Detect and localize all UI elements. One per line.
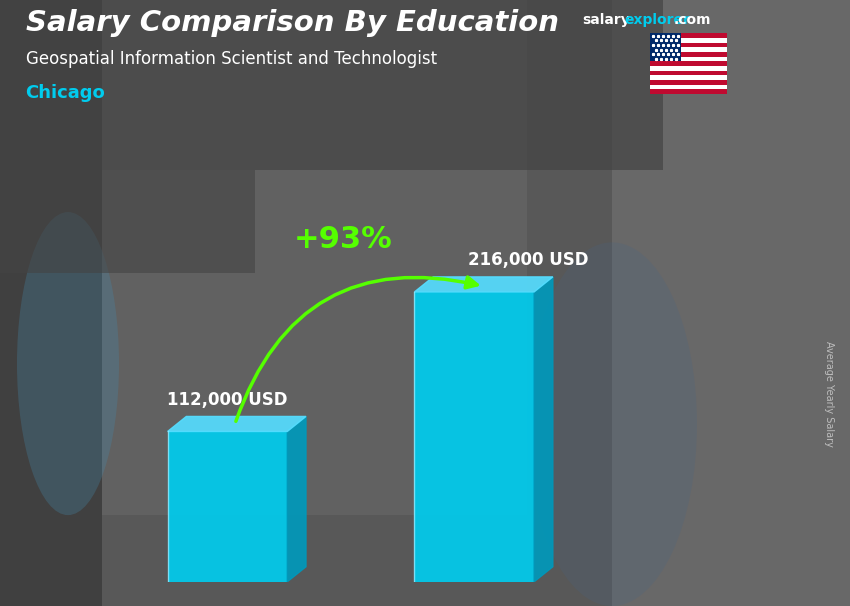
Ellipse shape bbox=[17, 212, 119, 515]
Bar bbox=[650, 38, 727, 42]
Bar bbox=[650, 42, 727, 47]
Bar bbox=[650, 85, 727, 89]
Bar bbox=[650, 47, 727, 52]
Bar bbox=[650, 61, 727, 66]
Polygon shape bbox=[287, 416, 306, 582]
Bar bbox=[650, 89, 727, 94]
Polygon shape bbox=[415, 277, 552, 292]
Bar bbox=[167, 431, 287, 582]
Text: .com: .com bbox=[674, 13, 711, 27]
Bar bbox=[0, 0, 663, 170]
Text: explorer: explorer bbox=[625, 13, 690, 27]
Bar bbox=[102, 0, 527, 515]
Text: 112,000 USD: 112,000 USD bbox=[167, 391, 287, 409]
Text: Chicago: Chicago bbox=[26, 84, 105, 102]
Bar bbox=[650, 80, 727, 85]
Text: Salary Comparison By Education: Salary Comparison By Education bbox=[26, 9, 558, 37]
Bar bbox=[650, 52, 727, 56]
Bar bbox=[415, 292, 534, 582]
Text: 216,000 USD: 216,000 USD bbox=[468, 251, 589, 270]
Bar bbox=[650, 33, 681, 61]
Text: Geospatial Information Scientist and Technologist: Geospatial Information Scientist and Tec… bbox=[26, 50, 437, 68]
Bar bbox=[650, 71, 727, 75]
Bar bbox=[0, 0, 102, 606]
Text: +93%: +93% bbox=[294, 225, 393, 254]
Bar bbox=[650, 75, 727, 80]
Bar bbox=[612, 0, 850, 606]
Bar bbox=[650, 33, 727, 38]
Text: Average Yearly Salary: Average Yearly Salary bbox=[824, 341, 834, 447]
Ellipse shape bbox=[527, 242, 697, 606]
Polygon shape bbox=[534, 277, 552, 582]
Bar bbox=[0, 170, 255, 273]
Polygon shape bbox=[167, 416, 306, 431]
Bar bbox=[650, 56, 727, 61]
Bar bbox=[650, 66, 727, 71]
Text: salary: salary bbox=[582, 13, 630, 27]
